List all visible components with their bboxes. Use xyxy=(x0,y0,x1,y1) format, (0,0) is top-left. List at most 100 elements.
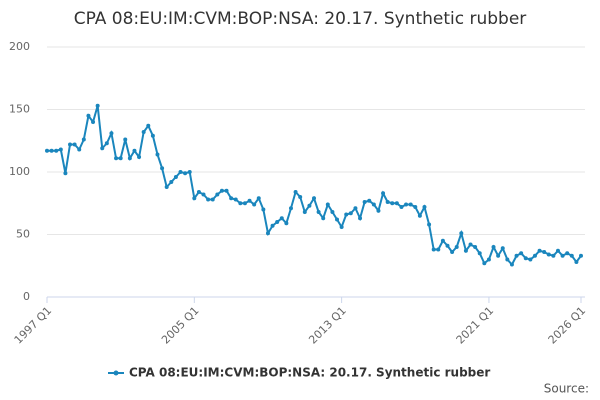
marker xyxy=(500,246,505,251)
marker xyxy=(49,148,54,153)
marker xyxy=(312,196,316,201)
marker xyxy=(371,202,376,207)
marker xyxy=(385,200,390,204)
marker xyxy=(473,245,478,249)
marker xyxy=(450,250,455,254)
marker xyxy=(459,231,464,236)
marker xyxy=(325,202,330,207)
marker xyxy=(528,257,533,262)
marker xyxy=(81,137,86,142)
x-tick-label: 2013 Q1 xyxy=(306,304,349,347)
marker xyxy=(68,142,73,147)
marker xyxy=(496,253,501,258)
marker xyxy=(537,248,542,253)
marker xyxy=(413,205,418,209)
marker xyxy=(335,217,340,222)
marker xyxy=(118,156,123,161)
marker xyxy=(256,196,261,201)
marker xyxy=(127,156,132,161)
marker xyxy=(275,220,280,224)
marker xyxy=(238,201,243,206)
marker xyxy=(440,238,445,243)
marker xyxy=(436,247,441,252)
marker xyxy=(187,170,192,174)
marker xyxy=(141,130,146,134)
marker xyxy=(523,256,528,261)
marker xyxy=(210,197,215,202)
marker xyxy=(233,197,238,202)
marker xyxy=(261,207,266,212)
marker xyxy=(201,192,206,197)
y-tick-label: 150 xyxy=(9,103,30,116)
marker xyxy=(114,156,119,161)
marker xyxy=(353,206,358,211)
marker xyxy=(330,210,335,214)
marker xyxy=(482,261,487,266)
marker xyxy=(339,225,344,229)
marker xyxy=(542,250,547,254)
marker xyxy=(468,242,473,247)
x-tick-label: 1997 Q1 xyxy=(12,304,55,347)
marker xyxy=(514,253,519,258)
x-tick-label: 2021 Q1 xyxy=(454,304,497,347)
marker xyxy=(376,208,381,213)
marker xyxy=(242,201,247,206)
y-tick-label: 50 xyxy=(16,228,30,241)
marker xyxy=(104,141,109,146)
marker xyxy=(229,196,234,201)
marker xyxy=(408,202,413,207)
marker xyxy=(486,257,491,262)
marker xyxy=(321,216,326,221)
marker xyxy=(569,253,574,258)
marker xyxy=(58,147,63,152)
marker xyxy=(86,113,91,118)
chart-title: CPA 08:EU:IM:CVM:BOP:NSA: 20.17. Synthet… xyxy=(74,9,527,29)
marker xyxy=(155,152,160,157)
marker xyxy=(206,197,211,202)
marker xyxy=(362,200,367,204)
x-tick-label: 2026 Q1 xyxy=(546,304,589,347)
marker xyxy=(546,252,551,257)
y-tick-label: 0 xyxy=(23,290,30,303)
marker xyxy=(192,196,197,201)
marker xyxy=(390,201,395,206)
marker xyxy=(417,213,422,218)
marker xyxy=(91,120,96,124)
marker xyxy=(381,191,386,196)
marker xyxy=(477,251,482,256)
marker xyxy=(298,195,303,199)
marker xyxy=(247,198,252,203)
marker xyxy=(367,198,372,203)
marker xyxy=(454,245,459,249)
source: Source: xyxy=(544,382,589,396)
y-tick-label: 100 xyxy=(9,165,30,178)
marker xyxy=(445,243,450,248)
marker xyxy=(63,171,68,176)
legend-label: CPA 08:EU:IM:CVM:BOP:NSA: 20.17. Synthet… xyxy=(129,366,490,380)
marker xyxy=(164,185,169,189)
marker xyxy=(532,253,537,258)
marker xyxy=(169,180,174,184)
marker xyxy=(344,212,349,217)
marker xyxy=(123,137,128,142)
marker xyxy=(265,231,270,236)
marker xyxy=(307,203,312,208)
marker xyxy=(427,222,432,227)
marker xyxy=(394,201,399,206)
marker xyxy=(279,216,284,221)
marker xyxy=(270,223,275,228)
y-tick-label: 200 xyxy=(9,40,30,53)
marker xyxy=(215,192,220,197)
marker xyxy=(565,251,570,256)
marker xyxy=(302,210,307,214)
marker xyxy=(288,206,293,211)
marker xyxy=(219,188,224,193)
marker xyxy=(146,123,151,128)
marker xyxy=(316,210,321,214)
marker xyxy=(173,175,178,179)
marker xyxy=(431,247,436,252)
marker xyxy=(399,205,404,209)
x-tick-label: 2005 Q1 xyxy=(159,304,202,347)
marker xyxy=(100,146,105,151)
